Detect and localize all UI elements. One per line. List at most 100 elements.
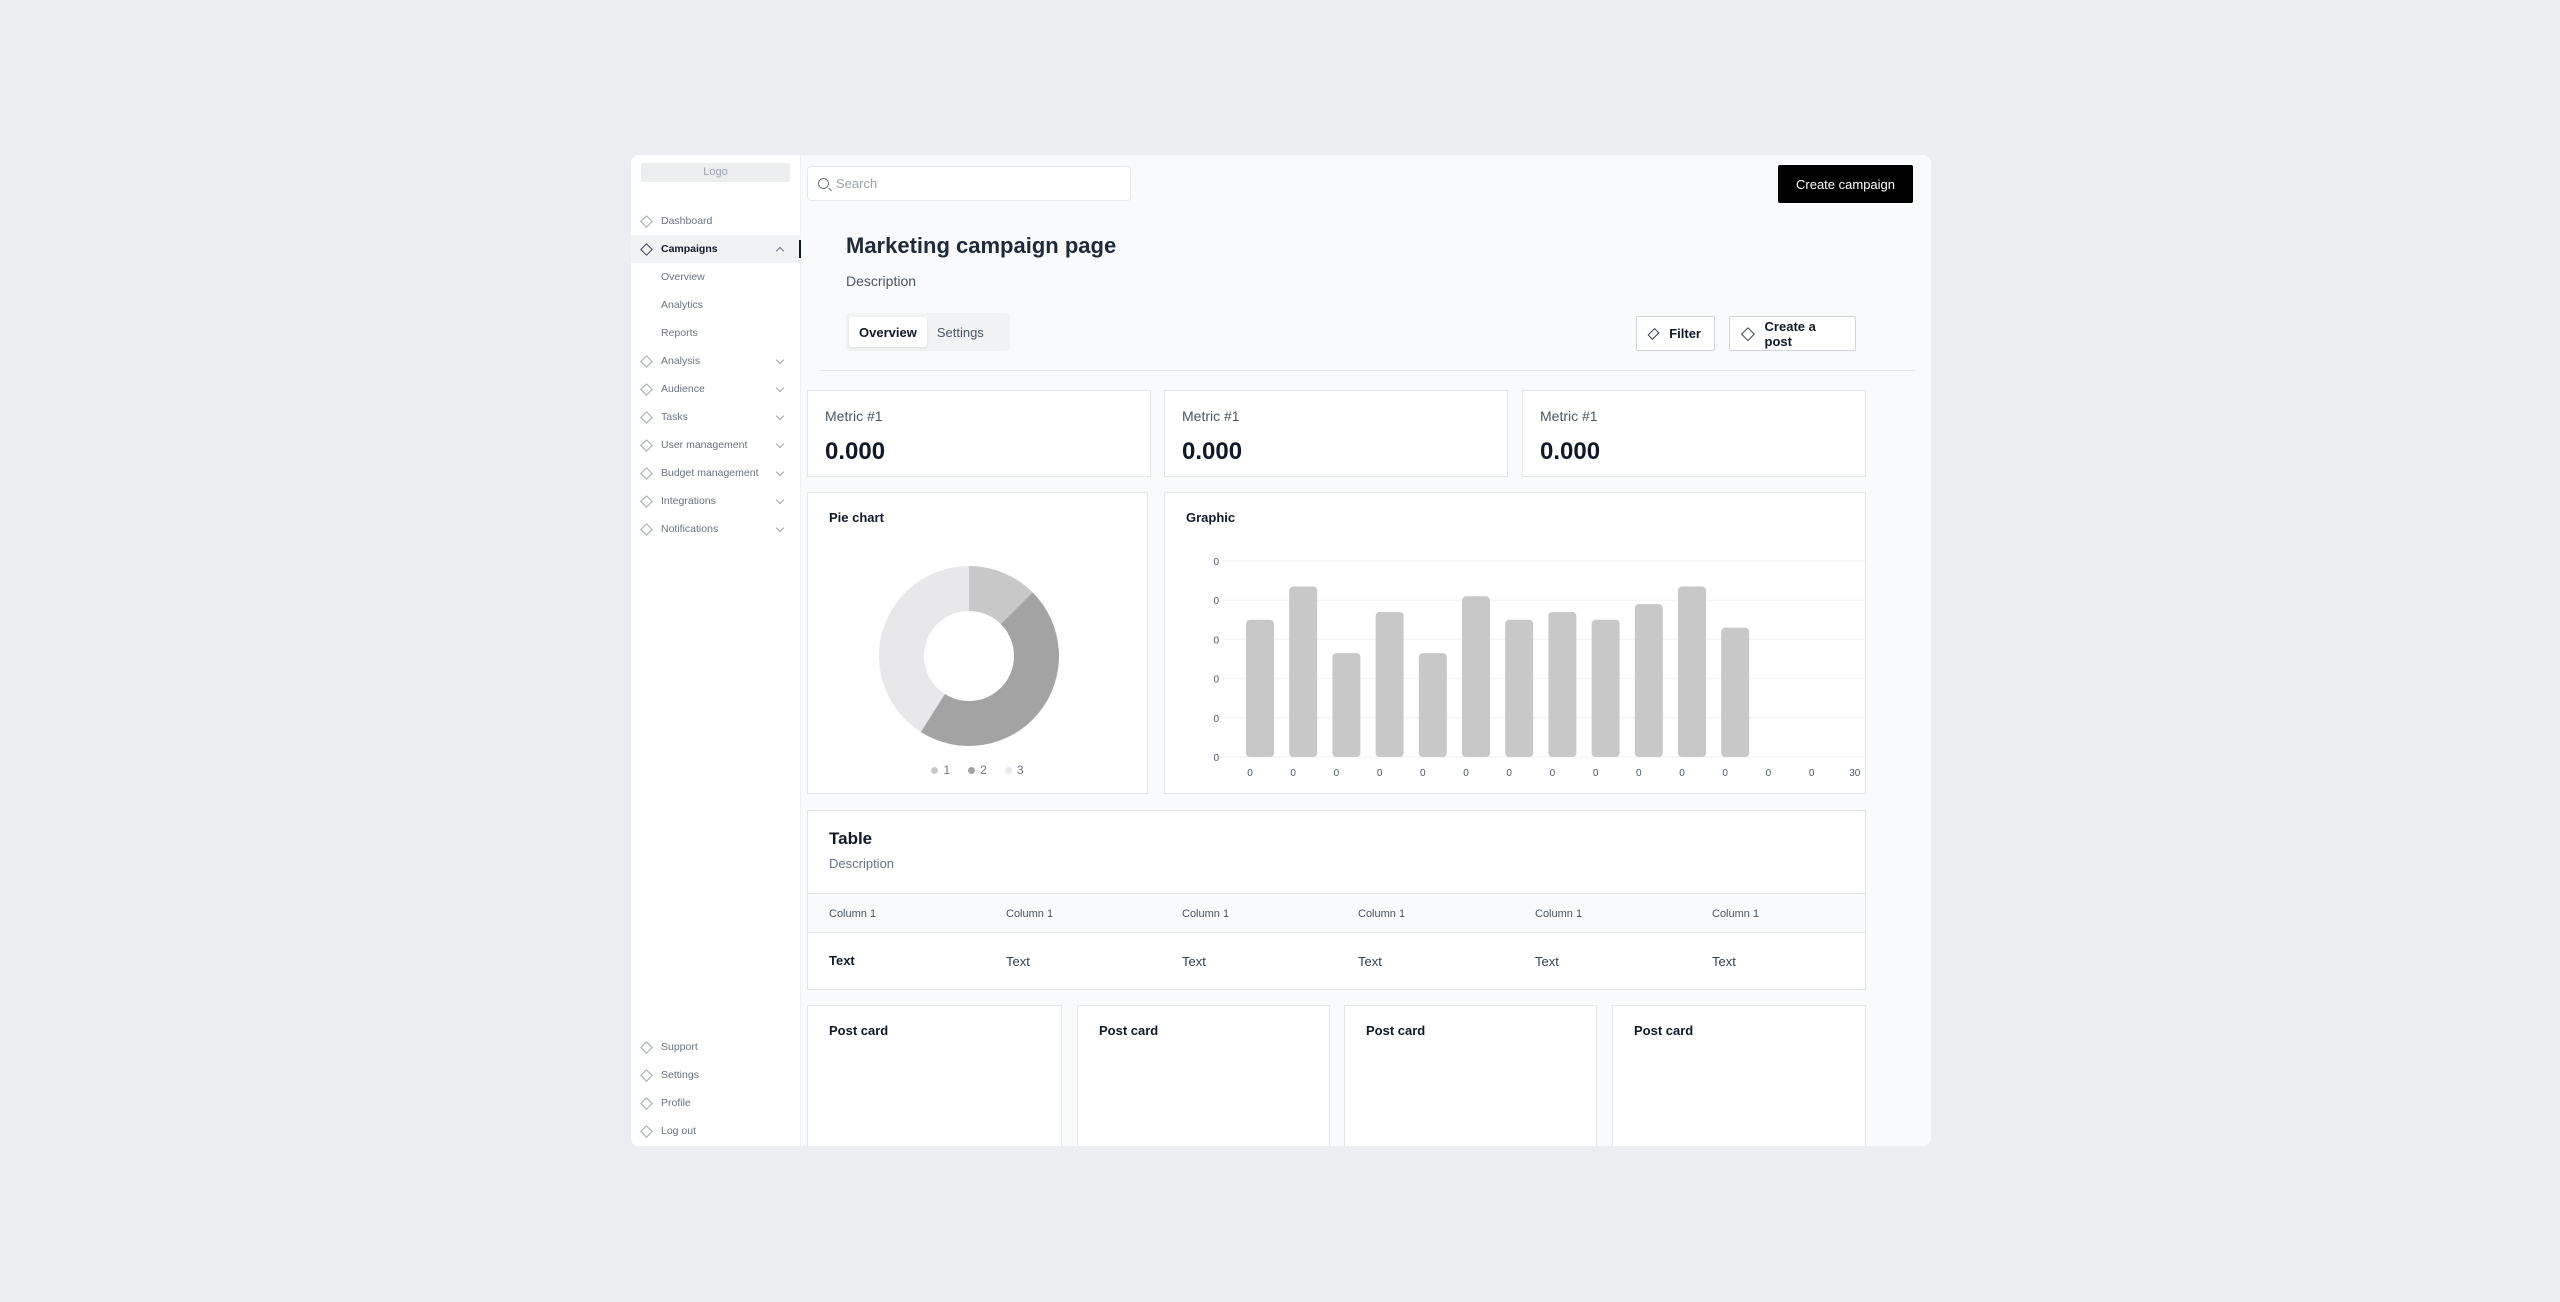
sidebar-item-budget-management[interactable]: Budget management [631,459,801,487]
metric-label: Metric #1 [1540,408,1598,424]
sidebar-item-support[interactable]: Support [631,1033,801,1061]
post-card-title: Post card [1099,1023,1159,1038]
sidebar-item-label: Audience [661,383,705,395]
x-tick-label: 0 [1377,768,1383,779]
search-icon [818,178,829,189]
sidebar-item-notifications[interactable]: Notifications [631,515,801,543]
create-post-button[interactable]: Create a post [1729,316,1856,351]
sidebar: Logo Dashboard Campaigns Overview Analyt… [631,155,801,1146]
metric-card: Metric #1 0.000 [1522,390,1866,477]
bar-chart-card: Graphic 0 0 0 0 0 0 0 0 0 0 0 0 0 0 0 0 0 0 0 0 30 [1164,492,1866,794]
column-header[interactable]: Column 1 [1535,908,1583,920]
bar [1721,627,1750,757]
x-tick-label: 0 [1334,768,1340,779]
tab-overview[interactable]: Overview [849,317,927,347]
legend-label: 2 [980,763,987,777]
post-card[interactable]: Post card [807,1005,1062,1146]
sidebar-item-profile[interactable]: Profile [631,1089,801,1117]
table-cell: Text [1006,954,1030,969]
bar-chart: 0 0 0 0 0 0 0 0 0 0 0 0 0 0 0 0 0 0 0 0 30 [1213,557,1865,779]
chevron-down-icon[interactable] [775,495,785,505]
column-header[interactable]: Column 1 [829,908,877,920]
sidebar-item-settings[interactable]: Settings [631,1061,801,1089]
legend-item: 2 [968,763,987,777]
x-tick-label: 0 [1550,768,1556,779]
diamond-icon [640,522,653,536]
chevron-down-icon[interactable] [775,411,785,421]
x-tick-label: 0 [1766,768,1772,779]
sidebar-subitem-reports[interactable]: Reports [661,327,698,339]
table-cell: Text [829,953,855,968]
sidebar-item-integrations[interactable]: Integrations [631,487,801,515]
filter-button[interactable]: Filter [1636,316,1715,351]
diamond-icon [640,214,653,228]
x-tick-label: 0 [1247,768,1253,779]
search-input[interactable] [836,176,1116,191]
sidebar-item-campaigns[interactable]: Campaigns [631,235,801,263]
pie-chart [879,566,1059,746]
sidebar-item-label: Log out [661,1125,697,1137]
sidebar-subitem-overview[interactable]: Overview [661,271,705,283]
legend-item: 3 [1004,763,1024,777]
y-tick-label: 0 [1213,753,1219,764]
x-tick-label: 0 [1506,768,1512,779]
post-card[interactable]: Post card [1344,1005,1597,1146]
sidebar-item-log-out[interactable]: Log out [631,1117,801,1145]
sidebar-item-dashboard[interactable]: Dashboard [631,207,801,235]
sidebar-item-analysis[interactable]: Analysis [631,347,801,375]
column-header[interactable]: Column 1 [1712,908,1760,920]
sidebar-item-label: Budget management [661,467,759,479]
chevron-down-icon[interactable] [775,467,785,477]
sidebar-item-label: Notifications [661,523,719,535]
chevron-down-icon[interactable] [775,383,785,393]
sidebar-item-label: User management [661,439,748,451]
sidebar-item-audience[interactable]: Audience [631,375,801,403]
chevron-down-icon[interactable] [775,523,785,533]
x-tick-label: 0 [1679,768,1685,779]
diamond-icon [640,1124,653,1138]
create-campaign-button[interactable]: Create campaign [1778,165,1913,203]
pie-legend: 1 2 3 [808,763,1147,777]
post-card[interactable]: Post card [1612,1005,1866,1146]
tab-bar: Overview Settings [846,313,1010,351]
diamond-icon [640,466,653,480]
pie-slice [969,566,1033,625]
diamond-icon [640,410,653,424]
bar [1591,619,1620,757]
legend-label: 1 [943,763,951,777]
metric-label: Metric #1 [825,408,883,424]
x-tick-label: 0 [1463,768,1469,779]
diamond-icon [640,438,653,452]
search-box[interactable] [807,166,1131,201]
pie-slice [879,566,969,732]
sidebar-subitem-analytics[interactable]: Analytics [661,299,704,311]
chevron-down-icon[interactable] [775,439,785,449]
sidebar-item-user-management[interactable]: User management [631,431,801,459]
legend-label: 3 [1016,763,1024,777]
sidebar-item-label: Profile [661,1097,691,1109]
sidebar-nav: Dashboard Campaigns Overview Analytics R… [631,207,801,543]
chevron-down-icon[interactable] [775,355,785,365]
create-post-button-label: Create a post [1764,318,1816,349]
sidebar-item-label: Campaigns [661,243,718,255]
post-card-title: Post card [1634,1023,1694,1038]
y-tick-label: 0 [1213,557,1219,568]
sidebar-item-label: Analysis [661,355,701,367]
column-header[interactable]: Column 1 [1358,908,1406,920]
column-header[interactable]: Column 1 [1006,908,1054,920]
bar [1332,653,1361,757]
post-card[interactable]: Post card [1077,1005,1330,1146]
sidebar-item-tasks[interactable]: Tasks [631,403,801,431]
tab-settings[interactable]: Settings [936,324,984,340]
column-header[interactable]: Column 1 [1182,908,1230,920]
x-tick-label: 0 [1809,768,1815,779]
diamond-icon [640,354,653,368]
bar [1678,586,1706,757]
metric-value: 0.000 [1540,438,1601,465]
sidebar-item-label: Integrations [661,495,716,507]
logo: Logo [641,163,790,182]
post-card-title: Post card [829,1023,889,1038]
y-tick-label: 0 [1213,635,1219,646]
metric-card: Metric #1 0.000 [1164,390,1508,477]
chevron-up-icon[interactable] [775,246,785,256]
